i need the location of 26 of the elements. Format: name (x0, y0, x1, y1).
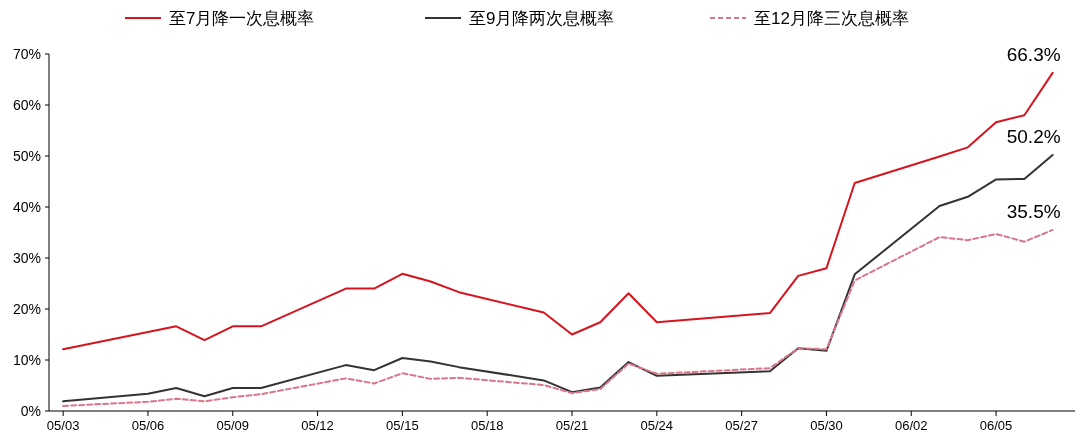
x-tick-label: 05/15 (386, 418, 419, 433)
x-tick-label: 05/27 (725, 418, 758, 433)
x-tick-label: 05/21 (555, 418, 589, 433)
annotation: 50.2% (1006, 125, 1061, 147)
x-tick-label: 05/18 (470, 418, 504, 433)
x-tick-label: 05/24 (640, 418, 674, 433)
y-tick-label: 0% (20, 403, 41, 419)
annotation: 35.5% (1006, 200, 1061, 222)
legend-label: 至12月降三次息概率 (754, 9, 909, 28)
y-tick-label: 10% (12, 352, 41, 368)
y-tick-label: 60% (12, 97, 41, 113)
x-tick-label: 05/09 (216, 418, 250, 433)
x-tick-label: 06/05 (979, 418, 1013, 433)
y-tick-label: 50% (12, 148, 41, 164)
x-tick-label: 05/06 (131, 418, 165, 433)
x-tick-label: 05/30 (810, 418, 843, 433)
y-tick-label: 40% (12, 199, 41, 215)
x-tick-label: 05/03 (46, 418, 80, 433)
legend-label: 至9月降两次息概率 (469, 9, 615, 28)
x-tick-label: 05/12 (301, 418, 334, 433)
legend-label: 至7月降一次息概率 (169, 9, 315, 28)
y-tick-label: 70% (12, 46, 41, 62)
y-tick-label: 20% (12, 301, 41, 317)
annotation: 66.3% (1006, 43, 1061, 65)
y-tick-label: 30% (12, 250, 41, 266)
x-tick-label: 06/02 (894, 418, 928, 433)
